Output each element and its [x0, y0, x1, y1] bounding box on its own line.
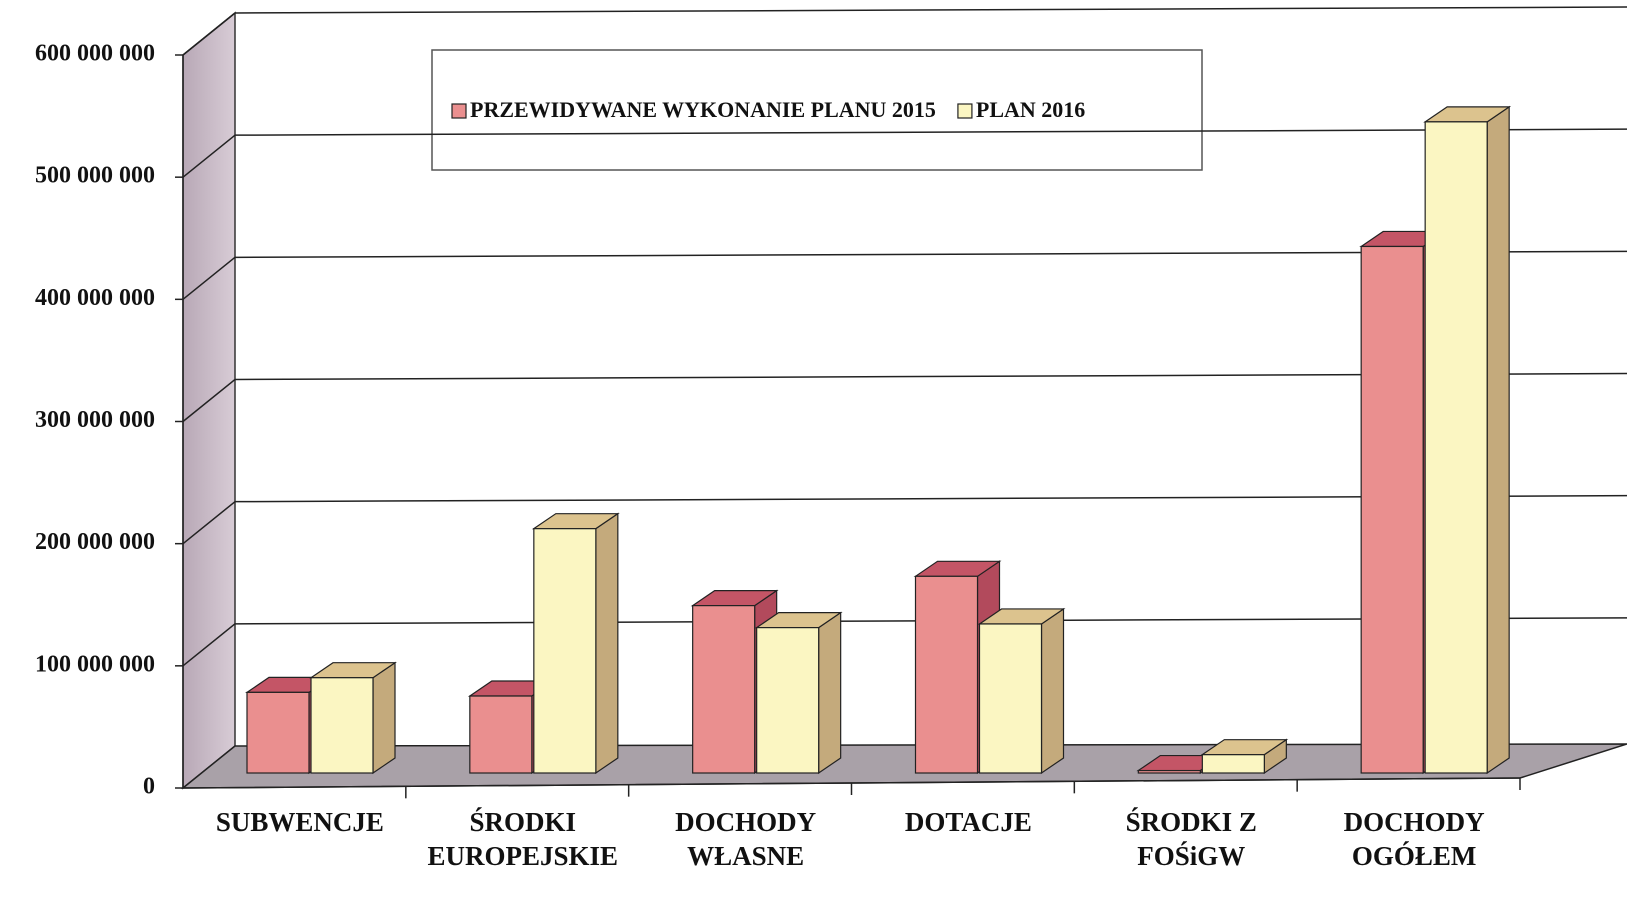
bar-side — [372, 661, 396, 775]
x-tick-label: SUBWENCJE — [215, 807, 384, 837]
bar — [1137, 769, 1201, 774]
grid-line — [234, 6, 1627, 14]
grid-line — [182, 378, 236, 423]
legend-swatch — [451, 103, 467, 119]
grid-line — [182, 501, 236, 545]
y-tick-label: 0 — [143, 774, 155, 800]
legend-box — [431, 49, 1203, 171]
x-tick-label: DOCHODY WŁASNE — [675, 807, 817, 871]
bar — [978, 623, 1043, 774]
bar — [1424, 121, 1488, 774]
y-tick-label: 100 000 000 — [35, 651, 155, 677]
y-tick-label: 600 000 000 — [35, 41, 155, 67]
bar — [246, 691, 310, 774]
bar — [310, 677, 374, 774]
x-tick-label: ŚRODKI Z FOŚiGW — [1125, 807, 1257, 871]
x-tick-label: ŚRODKI EUROPEJSKIE — [427, 807, 619, 871]
bar — [1201, 754, 1265, 774]
y-tick-label: 200 000 000 — [35, 529, 155, 555]
bar-side — [595, 512, 619, 775]
legend-label: PRZEWIDYWANE WYKONANIE PLANU 2015 — [470, 97, 936, 122]
bar — [756, 627, 820, 774]
bar-side — [1040, 607, 1065, 775]
grid-line — [182, 256, 236, 300]
bar — [914, 575, 979, 774]
legend-swatch — [957, 103, 973, 119]
grid-line — [182, 623, 236, 667]
y-tick-label: 500 000 000 — [35, 163, 155, 189]
grid-line — [234, 128, 1627, 136]
y-tick-label: 300 000 000 — [35, 407, 155, 433]
bar — [469, 695, 533, 774]
bar — [692, 605, 756, 774]
y-tick-label: 400 000 000 — [35, 285, 155, 311]
bar-side — [1486, 105, 1510, 775]
bar-side — [818, 611, 842, 775]
legend-label: PLAN 2016 — [976, 97, 1085, 122]
bar — [533, 528, 597, 774]
x-tick-label: DOTACJE — [904, 807, 1032, 837]
bar — [1360, 245, 1424, 774]
grid-line — [182, 12, 236, 56]
x-tick-label: DOCHODY OGÓŁEM — [1343, 807, 1485, 871]
grid-line — [182, 134, 236, 178]
